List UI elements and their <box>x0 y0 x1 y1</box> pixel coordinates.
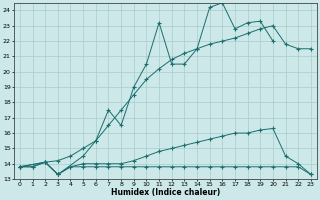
X-axis label: Humidex (Indice chaleur): Humidex (Indice chaleur) <box>111 188 220 197</box>
